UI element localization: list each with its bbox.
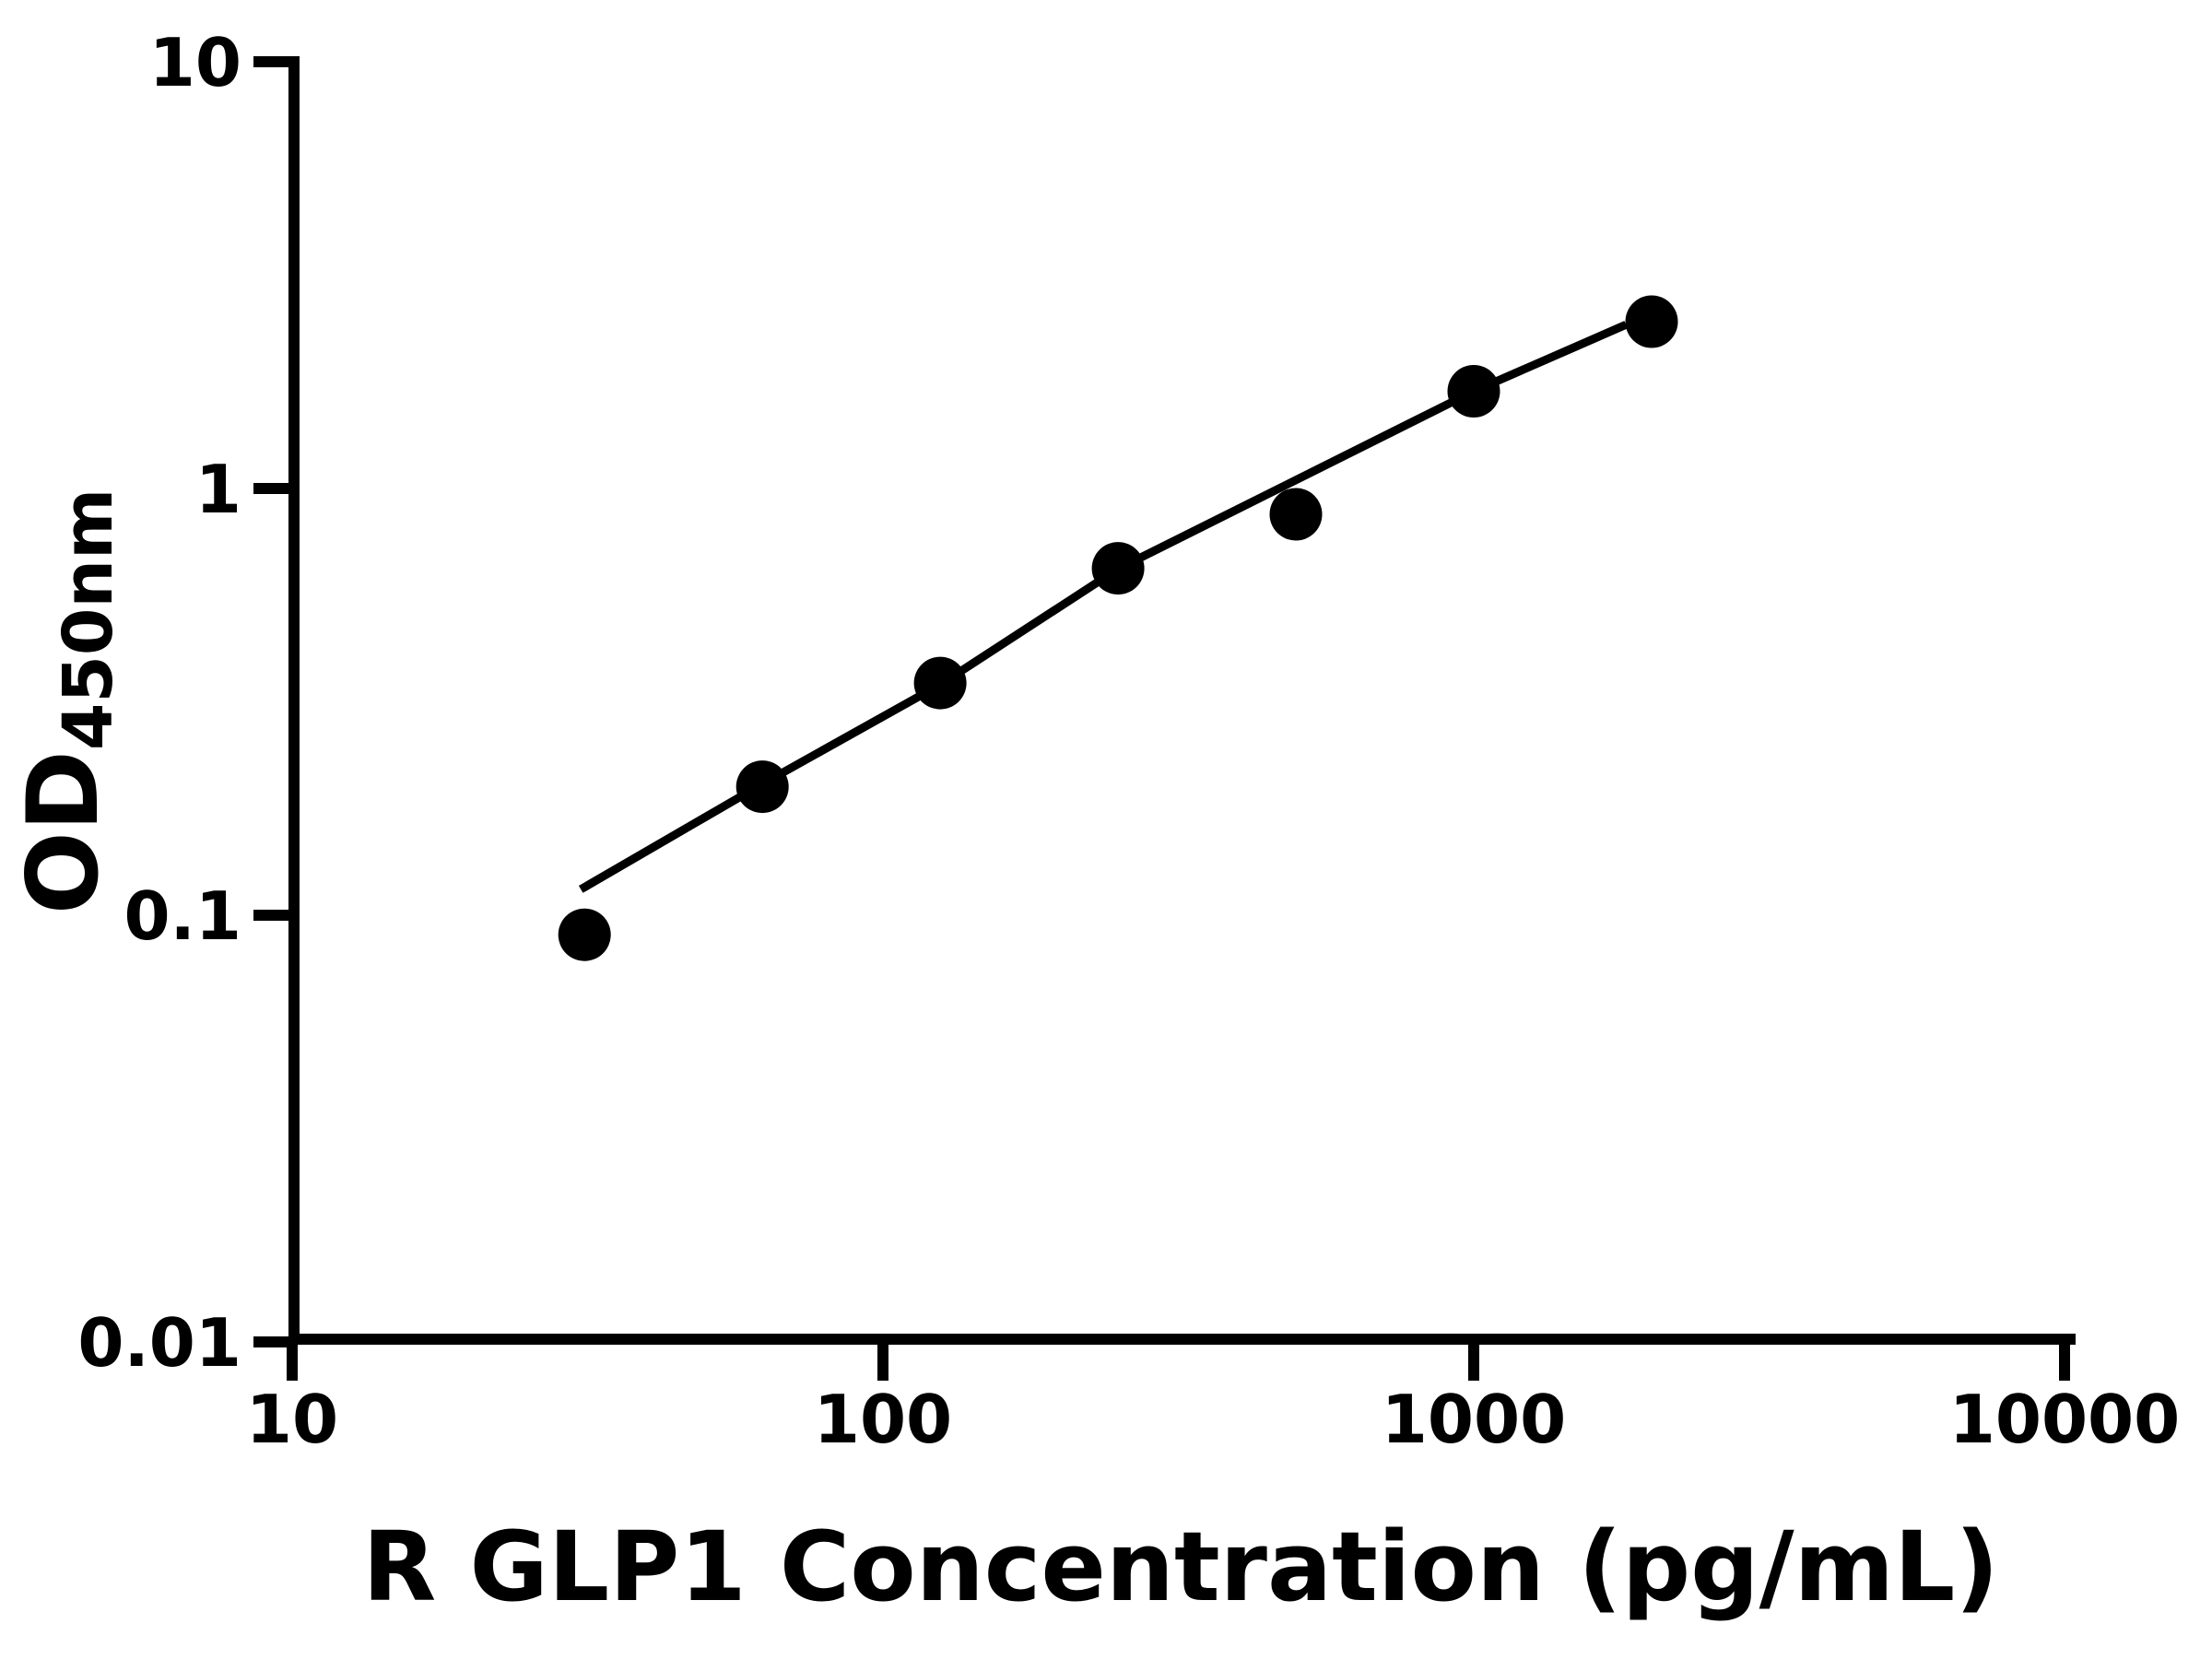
x-tick-label: 100 — [814, 1381, 952, 1458]
plot-area — [558, 295, 1678, 961]
x-axis-title: R GLP1 Concentration (pg/mL) — [362, 1511, 1999, 1623]
data-point-marker — [1625, 295, 1678, 348]
data-point-marker — [913, 656, 967, 710]
x-tick-label: 1000 — [1382, 1381, 1566, 1458]
y-tick-label: 0.01 — [77, 1304, 241, 1382]
data-point-marker — [558, 908, 611, 961]
x-tick-group: 10 100 1000 10000 — [246, 1339, 2180, 1458]
y-tick-label: 10 — [149, 24, 241, 101]
y-tick-label: 1 — [195, 451, 241, 528]
y-axis-title-main: OD — [6, 750, 120, 914]
data-point-group — [558, 295, 1678, 961]
y-axis-title: OD450nm — [6, 488, 128, 914]
y-tick-label: 0.1 — [124, 877, 241, 955]
fit-line-curve — [578, 321, 1629, 893]
data-point-marker — [1447, 365, 1500, 418]
data-point-marker — [1269, 488, 1323, 541]
data-point-marker — [1091, 542, 1145, 595]
x-axis: 10 100 1000 10000 — [246, 1334, 2180, 1458]
x-tick-label: 10 — [246, 1381, 338, 1458]
y-axis-title-subscript: 450nm — [49, 488, 128, 750]
x-tick-label: 10000 — [1949, 1381, 2181, 1458]
data-point-marker — [735, 760, 789, 814]
